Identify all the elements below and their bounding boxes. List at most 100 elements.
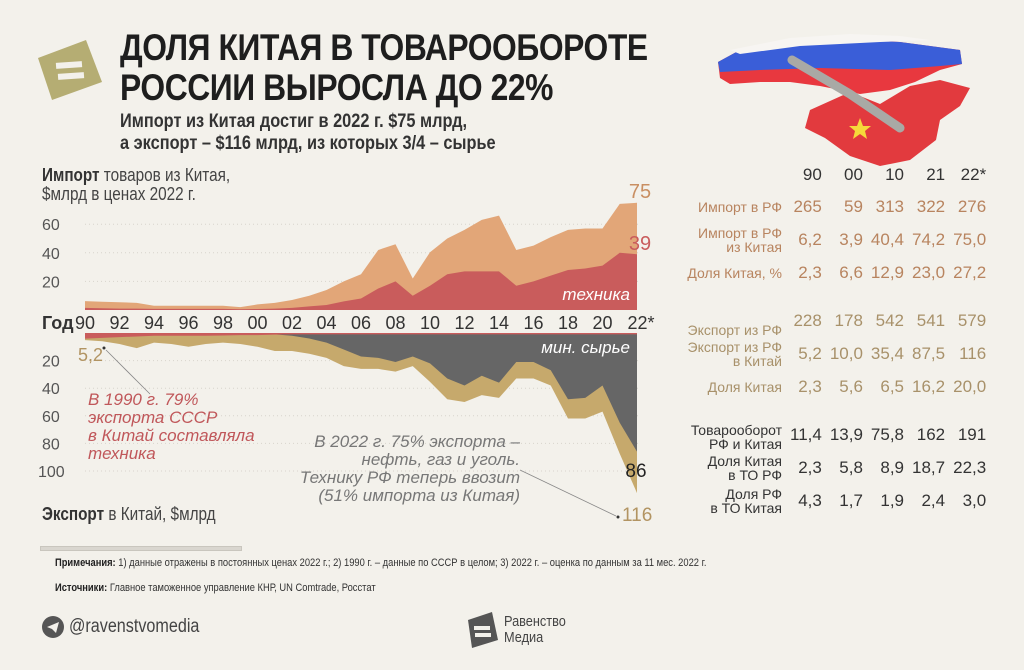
table-cell: 18,7 [912, 457, 946, 477]
row-label: Доля Китая, % [687, 264, 782, 281]
table-cell: 313 [875, 196, 905, 216]
export-axis-title: Экспорт в Китай, $млрд [42, 505, 216, 524]
export-minerals-end-label: 86 [625, 461, 646, 482]
x-tick: 12 [454, 313, 474, 333]
row-label: Экспорт из РФ [687, 322, 782, 338]
x-tick: 18 [558, 313, 578, 333]
import-y-tick: 20 [42, 274, 60, 291]
export-tech-area [85, 333, 637, 339]
table-cell: 13,9 [829, 425, 863, 444]
table-cell: 5,2 [798, 343, 822, 363]
table-cell: 6,2 [798, 229, 822, 249]
table-row: Доля РФ в ТО Китая 4,3 1,7 1,9 2,4 3,0 [668, 484, 990, 517]
table-cell: 75,8 [870, 425, 905, 444]
export-minerals-label: мин. сырье [541, 338, 630, 357]
x-tick: 96 [178, 313, 198, 333]
x-tick: 02 [282, 313, 302, 333]
import-axis-title: Импорт товаров из Китая, $млрд в ценах 2… [42, 166, 230, 204]
x-tick: 08 [385, 313, 405, 333]
x-tick: 10 [420, 313, 440, 333]
table-cell: 1,7 [839, 490, 863, 510]
import-y-tick: 40 [42, 246, 60, 263]
export-minerals-area [85, 333, 637, 452]
x-tick: 00 [247, 313, 267, 333]
table-cell: 2,3 [798, 457, 822, 477]
svg-text:В 1990 г. 79%: В 1990 г. 79% [88, 390, 198, 409]
svg-text:нефть, газ и уголь.: нефть, газ и уголь. [362, 450, 520, 469]
subtitle-line-2: а экспорт – $116 млрд, из которых 3/4 – … [120, 133, 496, 154]
table-cell: 74,2 [912, 229, 946, 249]
annotation-1990: В 1990 г. 79% экспорта СССР в Китай сост… [88, 390, 255, 463]
table-cell: 541 [916, 311, 946, 330]
table-cell: 542 [875, 311, 905, 330]
import-axis-title-bold: Импорт [42, 165, 100, 185]
table-cell: 2,3 [798, 376, 822, 396]
brand-name-line-2: Медиа [504, 629, 544, 646]
table-cell: 3,9 [839, 229, 863, 249]
row-label: Доля Китая в ТО РФ [707, 452, 782, 483]
table-cell: 12,9 [870, 262, 905, 282]
import-axis-title-rest: товаров из Китая, [99, 165, 231, 185]
column-header: 22* [960, 165, 987, 184]
export-y-tick: 80 [42, 436, 60, 453]
subtitle: Импорт из Китая достиг в 2022 г. $75 млр… [120, 111, 496, 155]
table-cell: 228 [793, 311, 822, 330]
table-cell: 87,5 [912, 343, 946, 363]
table-cell: 191 [957, 425, 987, 444]
svg-text:техника: техника [88, 444, 156, 463]
table-cell: 5,8 [839, 457, 863, 477]
table-row: Экспорт из РФ 228 178 542 541 579 [668, 289, 990, 337]
import-axis-title-unit: $млрд в ценах 2022 г. [42, 184, 196, 204]
export-y-tick: 60 [42, 409, 60, 426]
table-cell: 2,4 [921, 490, 946, 510]
x-tick: 14 [489, 313, 509, 333]
svg-text:в Китай составляла: в Китай составляла [88, 426, 255, 445]
column-header: 00 [844, 165, 863, 184]
export-start-dot [102, 346, 106, 350]
svg-text:В 2022 г. 75% экспорта –: В 2022 г. 75% экспорта – [314, 432, 520, 451]
column-header: 90 [802, 165, 822, 184]
svg-text:экспорта СССР: экспорта СССР [88, 408, 218, 427]
x-tick: 16 [523, 313, 543, 333]
svg-text:(51% импорта из Китая): (51% импорта из Китая) [318, 486, 520, 505]
table-row: Экспорт из РФ в Китай 5,2 10,0 35,4 87,5 116 [668, 337, 990, 370]
notes: Примечания: 1) данные отражены в постоян… [55, 557, 707, 569]
table-row: Доля Китая в ТО РФ 2,3 5,8 8,9 18,7 22,3 [668, 451, 990, 484]
telegram-handle[interactable]: @ravenstvomedia [69, 616, 200, 637]
table-cell: 3,0 [962, 490, 987, 510]
table-cell: 4,3 [798, 490, 822, 510]
table-cell: 6,6 [839, 262, 863, 282]
export-total-end-label: 116 [622, 505, 652, 526]
brand-name-line-1: Равенство [504, 613, 566, 630]
table-cell: 40,4 [870, 229, 905, 249]
russia-china-pipeline-map [718, 34, 970, 166]
table-cell: 35,4 [870, 343, 905, 363]
table-cell: 27,2 [953, 262, 987, 282]
annotation-2022: В 2022 г. 75% экспорта – нефть, газ и уг… [300, 432, 521, 505]
sources: Источники: Главное таможенное управление… [55, 582, 376, 594]
import-tech-end-label: 39 [629, 233, 651, 255]
telegram-link[interactable]: @ravenstvomedia [42, 616, 222, 638]
table-cell: 2,3 [798, 262, 822, 282]
table-row: Доля Китая 2,3 5,6 6,5 16,2 20,0 [668, 370, 990, 403]
subtitle-line-1: Импорт из Китая достиг в 2022 г. $75 млр… [120, 111, 467, 132]
table-cell: 162 [916, 425, 946, 444]
column-header: 21 [926, 165, 946, 184]
column-header: 10 [885, 165, 905, 184]
export-y-tick: 20 [42, 354, 60, 371]
telegram-icon [42, 616, 64, 638]
title-line-2: РОССИИ ВЫРОСЛА ДО 22% [120, 67, 554, 108]
import-y-tick: 60 [42, 217, 60, 234]
table-row: Товарооборот РФ и Китая 11,4 13,9 75,8 162 191 [668, 403, 990, 451]
export-y-tick: 40 [42, 381, 60, 398]
table-cell: 178 [834, 311, 863, 330]
annotation-left-leader [105, 349, 151, 395]
annotation-right-leader [519, 469, 617, 517]
table-cell: 579 [957, 311, 987, 330]
brand-logo: Равенство Медиа [462, 610, 577, 650]
export-y-tick: 100 [38, 464, 65, 481]
svg-text:Технику РФ теперь ввозит: Технику РФ теперь ввозит [300, 468, 520, 487]
x-tick: 06 [351, 313, 371, 333]
table-cell: 16,2 [912, 376, 946, 396]
